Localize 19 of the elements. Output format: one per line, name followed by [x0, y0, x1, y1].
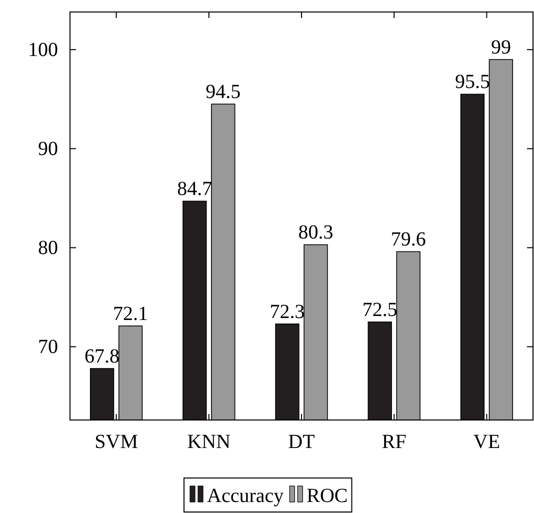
data-label: 72.5: [362, 298, 398, 321]
x-tick-label: DT: [288, 431, 315, 454]
data-label: 72.1: [113, 302, 148, 325]
data-label: 95.5: [454, 71, 490, 94]
x-tick-label: RF: [382, 431, 406, 454]
legend-label: Accuracy: [207, 485, 284, 507]
x-tick-label: SVM: [94, 431, 138, 454]
legend-label: ROC: [306, 485, 348, 507]
data-label: 99: [490, 36, 511, 59]
x-tick-label: KNN: [187, 431, 231, 454]
data-label: 94.5: [206, 81, 241, 104]
data-label: 67.8: [84, 346, 120, 368]
data-label: 80.3: [298, 222, 334, 244]
y-tick-label: 70: [38, 336, 58, 358]
x-tick-label: VE: [473, 431, 500, 454]
data-label: 79.6: [390, 228, 426, 251]
y-tick-label: 80: [38, 237, 58, 260]
y-tick-label: 100: [28, 39, 58, 62]
y-tick-label: 90: [38, 138, 58, 160]
